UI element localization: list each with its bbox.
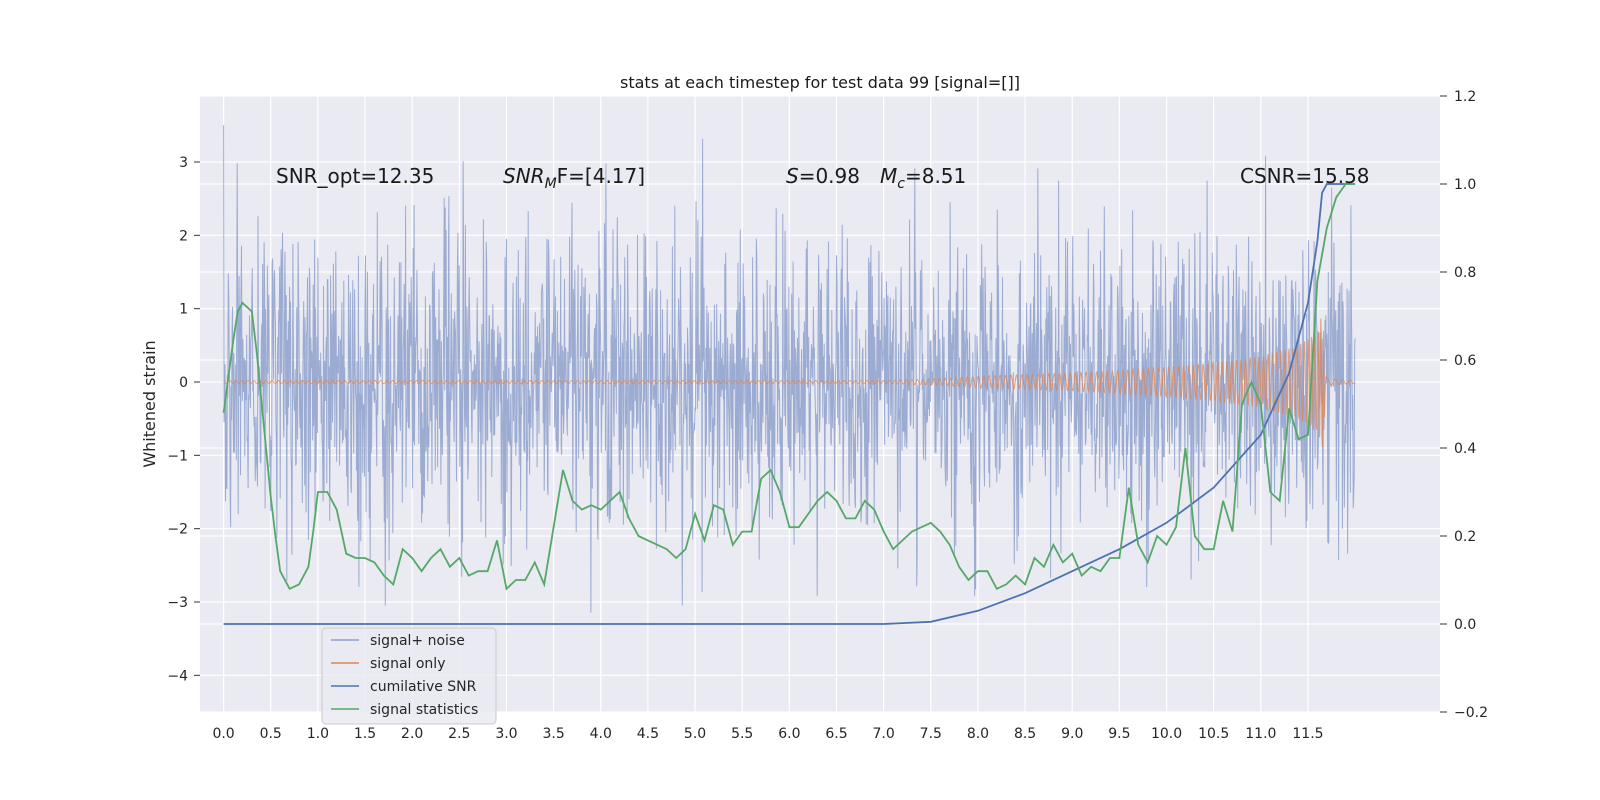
- x-tick-label: 2.0: [401, 726, 423, 742]
- x-tick-label: 11.5: [1292, 726, 1323, 742]
- x-tick-label: 4.5: [637, 726, 659, 742]
- y-tick-label: 0: [179, 375, 188, 391]
- annotation-snr-mf: SNRMF=[4.17]: [503, 164, 645, 192]
- x-tick-label: 1.0: [307, 726, 329, 742]
- y-tick-label: −4: [167, 668, 188, 684]
- x-tick-label: 3.5: [542, 726, 564, 742]
- series-signal-statistics: [222, 183, 1356, 591]
- legend-label-cumsnr: cumilative SNR: [370, 679, 477, 695]
- legend-label-signal: signal only: [370, 656, 445, 672]
- x-tick-label: 0.0: [212, 726, 234, 742]
- legend-label-stats: signal statistics: [370, 702, 478, 718]
- x-tick-label: 7.0: [873, 726, 895, 742]
- legend-box: [321, 627, 497, 725]
- annotation-csnr: CSNR=15.58: [1240, 164, 1370, 188]
- x-tick-label: 5.0: [684, 726, 706, 742]
- noise-layer: [223, 125, 1356, 613]
- y-tick-label: −2: [167, 522, 188, 538]
- x-tick-label: 4.0: [590, 726, 612, 742]
- x-tick-label: 5.5: [731, 726, 753, 742]
- x-tick-label: 2.5: [448, 726, 470, 742]
- y-tick-label: 2: [179, 228, 188, 244]
- legend: signal+ noise signal only cumilative SNR…: [321, 627, 497, 725]
- y-axis-label: Whitened strain: [140, 340, 159, 467]
- y2-tick-label: 0.6: [1454, 353, 1476, 369]
- annotation-s: S=0.98: [786, 164, 860, 188]
- y-tick-label: 1: [179, 302, 188, 318]
- y2-tick-label: −0.2: [1454, 705, 1488, 721]
- y-tick-label: −3: [167, 595, 188, 611]
- lines-layer: [222, 183, 1356, 625]
- y2-tick-label: 0.2: [1454, 529, 1476, 545]
- chirp-layer: [223, 318, 1356, 448]
- series-cumilative-snr: [223, 183, 1356, 625]
- x-tick-label: 9.5: [1108, 726, 1130, 742]
- annotation-mc: Mc=8.51: [880, 164, 966, 192]
- y2-tick-label: 0.8: [1454, 265, 1476, 281]
- x-tick-label: 10.5: [1198, 726, 1229, 742]
- x-tick-label: 0.5: [260, 726, 282, 742]
- legend-label-noise: signal+ noise: [370, 633, 465, 649]
- series-signal-noise: [223, 125, 1356, 613]
- y2-tick-label: 1.0: [1454, 177, 1476, 193]
- x-tick-label: 9.0: [1061, 726, 1083, 742]
- chart-title: stats at each timestep for test data 99 …: [620, 73, 1020, 92]
- ticks: 0.0 0.5 1.0 1.5 2.0 2.5 3.0 3.5 4.0 4.5 5.0 5.5 6.0 6…: [167, 89, 1488, 742]
- x-tick-label: 8.0: [967, 726, 989, 742]
- x-tick-label: 6.0: [778, 726, 800, 742]
- annotation-snr-opt: SNR_opt=12.35: [276, 164, 434, 188]
- x-tick-label: 11.0: [1245, 726, 1276, 742]
- y-tick-label: 3: [179, 155, 188, 171]
- x-tick-label: 7.5: [920, 726, 942, 742]
- y2-tick-label: 0.0: [1454, 617, 1476, 633]
- series-signal-only: [223, 318, 1356, 448]
- x-tick-label: 8.5: [1014, 726, 1036, 742]
- x-tick-label: 10.0: [1151, 726, 1182, 742]
- y-tick-label: −1: [167, 448, 188, 464]
- x-tick-label: 1.5: [354, 726, 376, 742]
- y2-tick-label: 1.2: [1454, 89, 1476, 105]
- x-tick-label: 6.5: [825, 726, 847, 742]
- x-tick-label: 3.0: [495, 726, 517, 742]
- y2-tick-label: 0.4: [1454, 441, 1476, 457]
